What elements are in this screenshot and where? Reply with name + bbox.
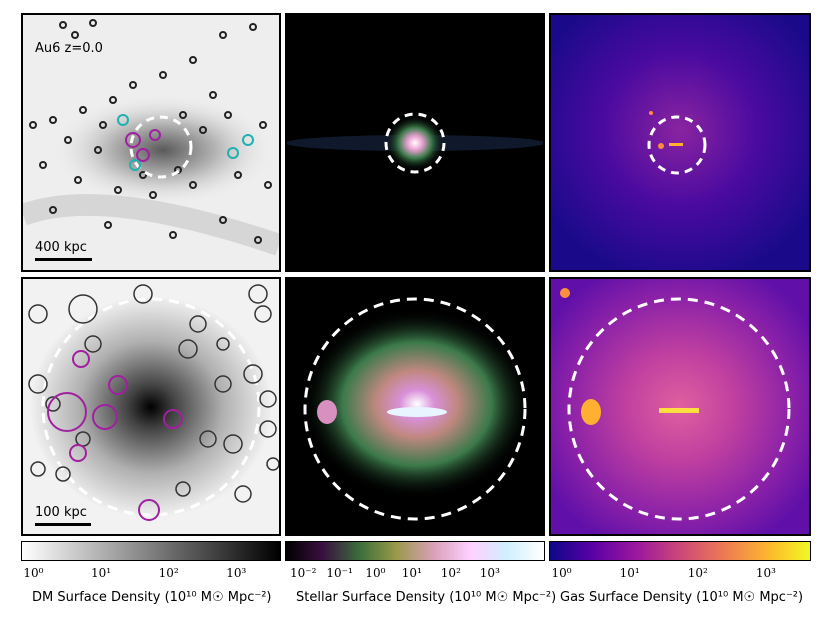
colorbar-tick: 10² xyxy=(687,566,708,580)
stellar-map-bottom xyxy=(287,279,543,534)
panel-dm-bottom: 100 kpc xyxy=(21,277,281,536)
colorbar-tick: 10³ xyxy=(479,566,500,580)
panel-stellar-top xyxy=(285,13,545,272)
scale-bar-100kpc xyxy=(35,523,91,526)
colorbar-tick: 10³ xyxy=(226,566,247,580)
colorbar-stellar xyxy=(285,541,545,561)
colorbar-tick: 10¹ xyxy=(619,566,640,580)
colorbar-tick: 10² xyxy=(158,566,179,580)
colorbar-tick: 10⁰ xyxy=(551,566,572,580)
colorbar-tick: 10³ xyxy=(755,566,776,580)
colorbar-tick: 10⁻¹ xyxy=(326,566,353,580)
gas-map-top xyxy=(551,15,809,270)
panel-gas-bottom xyxy=(549,277,811,536)
caption-gas: Gas Surface Density (10¹⁰ M☉ Mpc⁻²) xyxy=(560,590,804,605)
panel-dm-top: Au6 z=0.0 400 kpc xyxy=(21,13,281,272)
dm-map-top xyxy=(23,15,279,270)
colorbar-tick: 10⁻² xyxy=(290,566,317,580)
dm-map-bottom xyxy=(23,279,279,534)
colorbar-dm xyxy=(21,541,281,561)
colorbar-tick: 10¹ xyxy=(401,566,422,580)
gas-map-bottom xyxy=(551,279,809,534)
panel-stellar-bottom xyxy=(285,277,545,536)
stellar-map-top xyxy=(287,15,543,270)
colorbar-tick: 10⁰ xyxy=(365,566,386,580)
colorbar-tick: 10² xyxy=(440,566,461,580)
simulation-label: Au6 z=0.0 xyxy=(35,41,103,56)
caption-stellar: Stellar Surface Density (10¹⁰ M☉ Mpc⁻²) xyxy=(296,590,557,605)
panel-gas-top xyxy=(549,13,811,272)
caption-dm: DM Surface Density (10¹⁰ M☉ Mpc⁻²) xyxy=(32,590,272,605)
colorbar-gas xyxy=(549,541,811,561)
colorbar-tick: 10¹ xyxy=(91,566,112,580)
scale-bar-400kpc xyxy=(35,258,92,261)
scale-bar-label: 400 kpc xyxy=(35,240,87,255)
colorbar-tick: 10⁰ xyxy=(23,566,44,580)
scale-bar-label-bottom: 100 kpc xyxy=(35,505,87,520)
